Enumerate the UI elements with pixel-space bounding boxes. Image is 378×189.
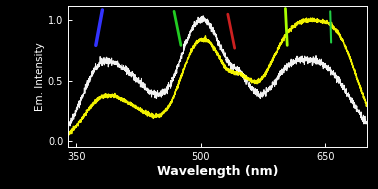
Y-axis label: Em. Intensity: Em. Intensity bbox=[35, 42, 45, 111]
X-axis label: Wavelength (nm): Wavelength (nm) bbox=[156, 165, 278, 178]
